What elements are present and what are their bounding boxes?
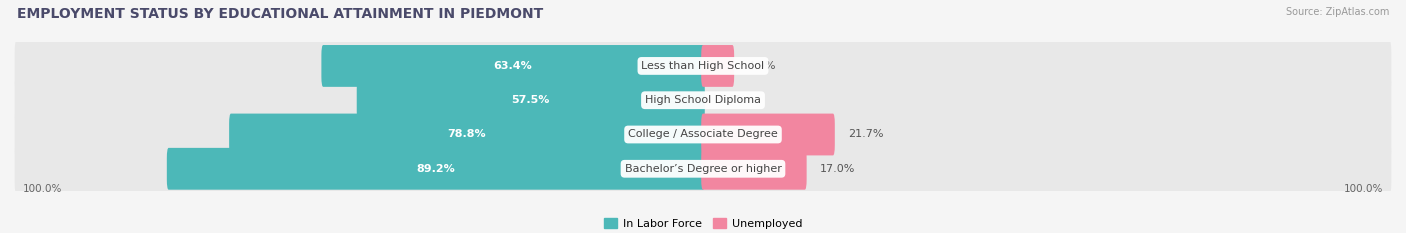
Legend: In Labor Force, Unemployed: In Labor Force, Unemployed	[599, 214, 807, 233]
FancyBboxPatch shape	[14, 39, 1392, 93]
Text: College / Associate Degree: College / Associate Degree	[628, 130, 778, 140]
FancyBboxPatch shape	[14, 108, 1392, 161]
Text: EMPLOYMENT STATUS BY EDUCATIONAL ATTAINMENT IN PIEDMONT: EMPLOYMENT STATUS BY EDUCATIONAL ATTAINM…	[17, 7, 543, 21]
Text: 63.4%: 63.4%	[494, 61, 533, 71]
Text: High School Diploma: High School Diploma	[645, 95, 761, 105]
Text: 0.0%: 0.0%	[718, 95, 747, 105]
FancyBboxPatch shape	[14, 73, 1392, 127]
Text: 21.7%: 21.7%	[848, 130, 883, 140]
Text: Source: ZipAtlas.com: Source: ZipAtlas.com	[1285, 7, 1389, 17]
FancyBboxPatch shape	[702, 45, 734, 87]
FancyBboxPatch shape	[322, 45, 704, 87]
FancyBboxPatch shape	[229, 113, 704, 155]
FancyBboxPatch shape	[167, 148, 704, 190]
Text: 57.5%: 57.5%	[512, 95, 550, 105]
FancyBboxPatch shape	[702, 148, 807, 190]
FancyBboxPatch shape	[702, 113, 835, 155]
Text: 4.9%: 4.9%	[748, 61, 776, 71]
FancyBboxPatch shape	[357, 79, 704, 121]
FancyBboxPatch shape	[14, 142, 1392, 195]
Text: 89.2%: 89.2%	[416, 164, 456, 174]
Text: Bachelor’s Degree or higher: Bachelor’s Degree or higher	[624, 164, 782, 174]
Text: 100.0%: 100.0%	[22, 184, 62, 194]
Text: 17.0%: 17.0%	[820, 164, 855, 174]
Text: 78.8%: 78.8%	[447, 130, 486, 140]
Text: 100.0%: 100.0%	[1344, 184, 1384, 194]
Text: Less than High School: Less than High School	[641, 61, 765, 71]
